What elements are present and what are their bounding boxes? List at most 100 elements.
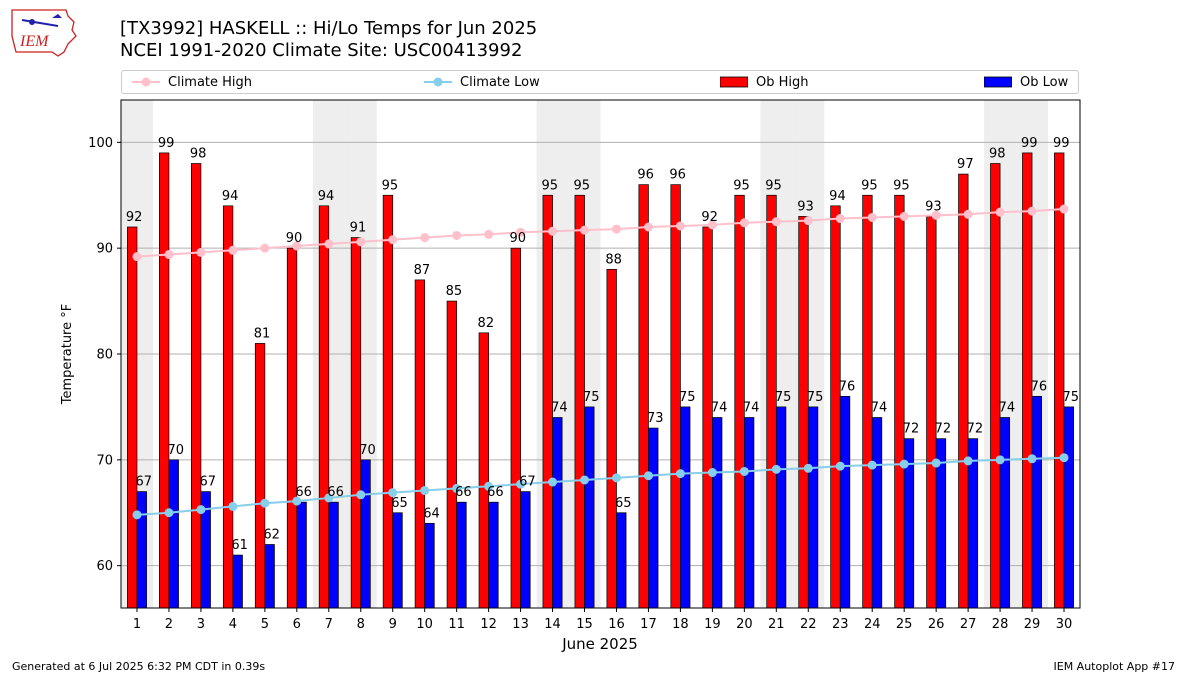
data-label-high-day-5: 81 [254,326,271,341]
x-tick-label-16: 16 [608,617,625,632]
point-climate-low-day-13 [516,479,526,489]
point-climate-low-day-5 [260,498,270,508]
legend-item-climate-low: Climate Low [424,71,540,93]
x-tick-label-4: 4 [229,617,237,632]
bar-high-day-9 [382,194,394,609]
data-label-low-day-8: 70 [359,443,376,458]
x-tick-label-30: 30 [1056,617,1073,632]
data-label-high-day-11: 85 [446,284,463,299]
line-climate-high [136,208,1065,258]
data-label-high-day-16: 88 [605,252,622,267]
iem-logo: IEM [11,9,77,57]
point-climate-high-day-16 [611,224,621,234]
x-tick-label-25: 25 [896,617,913,632]
point-climate-high-day-19 [707,220,717,230]
bar-low-day-30 [1063,406,1074,609]
bar-high-day-2 [159,152,170,609]
data-label-high-day-20: 95 [733,178,750,193]
point-climate-low-day-15 [580,475,590,485]
data-label-low-day-25: 72 [903,422,920,437]
point-climate-low-day-3 [196,505,206,515]
bar-low-day-24 [871,417,883,609]
data-label-high-day-3: 98 [190,147,207,162]
bar-high-day-11 [446,300,457,609]
data-label-low-day-17: 73 [647,411,664,426]
x-tick-label-21: 21 [768,617,785,632]
x-tick-label-19: 19 [704,617,721,632]
point-climate-low-day-17 [643,471,653,481]
bar-high-day-5 [254,343,266,609]
point-climate-high-day-9 [388,235,398,245]
data-label-high-day-27: 97 [957,157,974,172]
data-label-high-day-21: 95 [765,178,782,193]
x-tick-label-23: 23 [832,617,849,632]
point-climate-low-day-2 [164,508,174,518]
point-climate-high-day-1 [132,252,142,262]
y-tick-label-80: 80 [96,348,113,363]
bar-high-day-17 [638,184,649,609]
x-tick-label-20: 20 [736,617,753,632]
bar-low-day-14 [552,417,563,609]
bar-low-day-7 [328,501,339,609]
bar-low-day-4 [232,554,243,609]
bar-low-day-6 [296,501,307,609]
data-label-high-day-23: 94 [829,189,846,204]
bar-low-day-20 [743,417,755,609]
data-label-high-day-7: 94 [318,189,335,204]
data-label-low-day-28: 74 [999,401,1016,416]
legend-swatch-ob-low [984,76,1012,88]
data-label-low-day-10: 64 [423,506,440,521]
data-label-high-day-25: 95 [893,178,910,193]
bar-high-day-27 [958,173,969,609]
point-climate-low-day-10 [420,486,430,496]
y-tick-label-70: 70 [96,453,113,468]
bar-high-day-10 [414,279,426,609]
point-climate-low-day-19 [707,468,717,478]
bar-low-day-2 [168,459,179,609]
data-label-high-day-15: 95 [573,178,590,193]
data-label-high-day-30: 99 [1053,136,1070,151]
bar-low-day-22 [807,406,819,609]
data-label-high-day-10: 87 [414,263,431,278]
point-climate-low-day-21 [771,464,781,474]
point-climate-low-day-30 [1059,453,1069,463]
point-climate-low-day-20 [739,466,749,476]
data-label-low-day-9: 65 [391,496,408,511]
x-tick-label-29: 29 [1024,617,1041,632]
x-tick-label-14: 14 [544,617,561,632]
x-tick-label-3: 3 [197,617,205,632]
x-tick-label-9: 9 [389,617,397,632]
data-label-high-day-19: 92 [701,210,718,225]
data-label-low-day-19: 74 [711,401,728,416]
bar-low-day-28 [999,417,1011,609]
y-tick-label-60: 60 [96,559,113,574]
data-label-high-day-13: 90 [510,231,527,246]
point-climate-low-day-26 [931,458,941,468]
point-climate-low-day-1 [132,510,142,520]
legend-label-climate-low: Climate Low [460,74,540,90]
data-label-high-day-17: 96 [637,168,654,183]
bar-high-day-1 [127,226,138,609]
point-climate-high-day-22 [803,216,813,226]
point-climate-high-day-17 [643,222,653,232]
data-label-low-day-5: 62 [263,528,280,543]
point-climate-low-day-11 [452,483,462,493]
point-climate-high-day-10 [420,233,430,243]
data-label-low-day-21: 75 [775,390,792,405]
iem-logo-text: IEM [19,33,50,50]
point-climate-high-day-8 [356,237,366,247]
bar-low-day-13 [520,491,531,609]
x-tick-label-1: 1 [133,617,141,632]
point-climate-high-day-3 [196,247,206,257]
y-tick-label-90: 90 [96,242,113,257]
line-series [132,204,1069,520]
bar-high-day-12 [478,332,489,609]
bar-low-day-23 [839,395,851,609]
data-label-low-day-26: 72 [935,422,952,437]
point-climate-high-day-27 [963,209,973,219]
data-label-low-day-14: 74 [551,401,568,416]
point-climate-low-day-25 [899,459,909,469]
data-label-high-day-26: 93 [925,199,942,214]
chart-title: [TX3992] HASKELL :: Hi/Lo Temps for Jun … [120,18,537,62]
bar-high-day-23 [830,205,841,609]
